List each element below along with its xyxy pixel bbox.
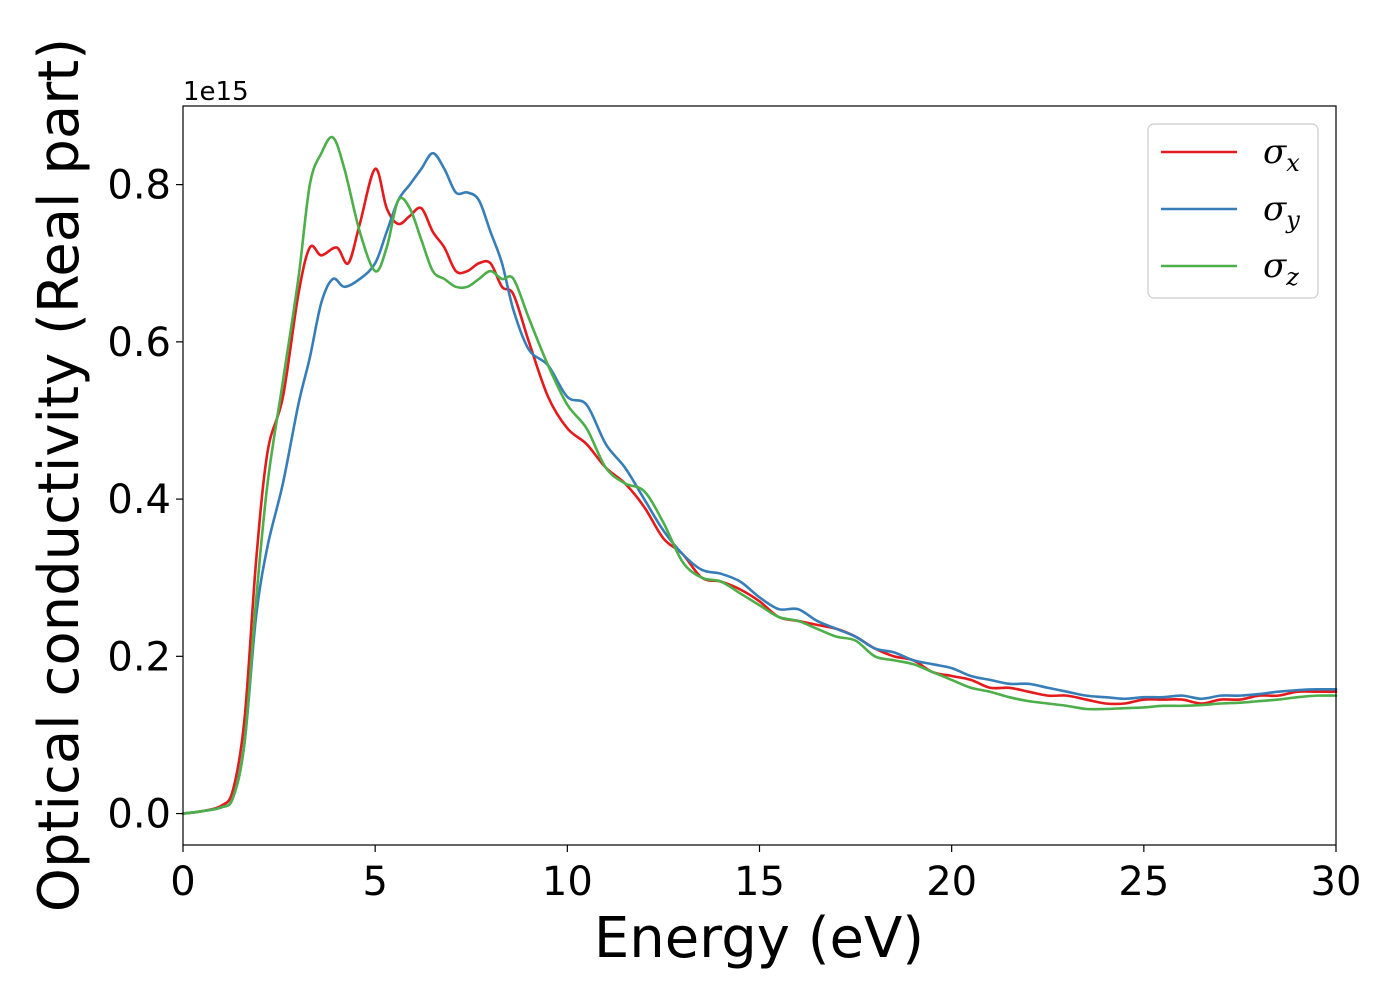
x-tick-label: 0 xyxy=(170,859,195,905)
series-line-y xyxy=(181,151,1338,815)
y-tick-label: 0.8 xyxy=(107,163,171,209)
legend-label-x: σx xyxy=(1263,132,1300,177)
x-axis-title: Energy (eV) xyxy=(594,906,924,971)
series-line-x xyxy=(181,167,1338,815)
x-tick-label: 20 xyxy=(926,859,977,905)
y-tick-label: 0.0 xyxy=(107,792,171,838)
x-tick-label: 15 xyxy=(734,859,785,905)
x-tick-label: 30 xyxy=(1311,859,1362,905)
y-tick-label: 0.4 xyxy=(107,477,171,523)
legend-subscript: z xyxy=(1285,263,1299,291)
y-tick-label: 0.2 xyxy=(107,634,171,680)
series-layer xyxy=(181,135,1338,815)
x-axis-ticks: 0 5 10 15 20 25 30 xyxy=(170,845,1361,905)
series-line-z xyxy=(181,135,1338,815)
x-tick-label: 25 xyxy=(1118,859,1169,905)
x-tick-label: 5 xyxy=(362,859,387,905)
legend-subscript: x xyxy=(1286,149,1300,177)
y-axis-ticks: 0.0 0.2 0.4 0.6 0.8 xyxy=(107,163,183,838)
x-tick-label: 10 xyxy=(542,859,593,905)
y-tick-label: 0.6 xyxy=(107,320,171,366)
y-offset-label: 1e15 xyxy=(183,77,249,107)
legend-subscript: y xyxy=(1285,206,1300,234)
legend-box xyxy=(1147,123,1319,299)
y-axis-title: Optical conductivity (Real part) xyxy=(27,38,92,912)
